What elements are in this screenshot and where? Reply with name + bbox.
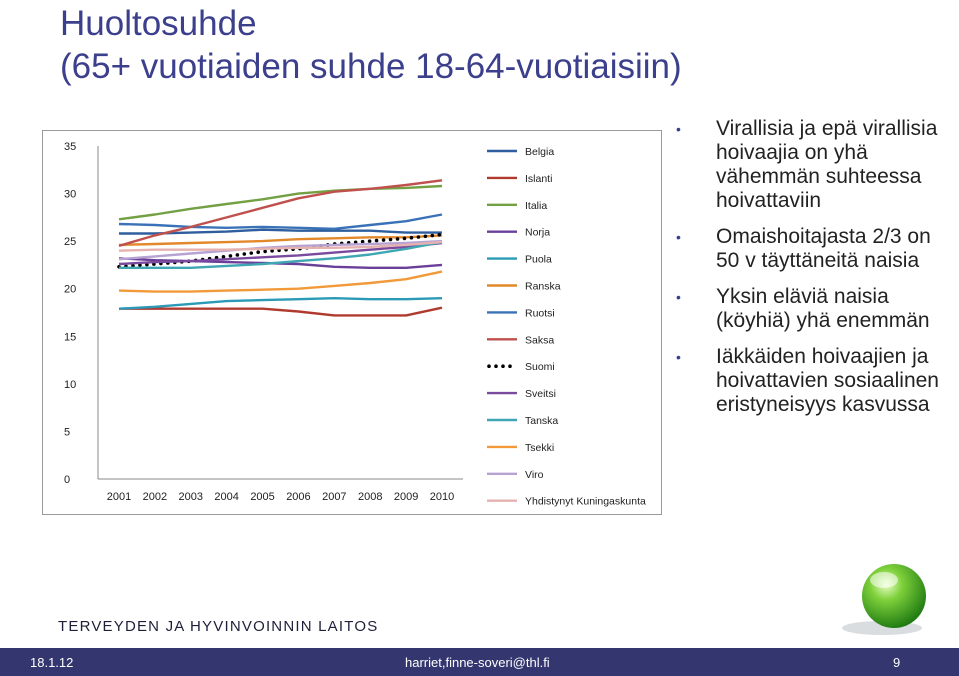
series-line-viro bbox=[118, 239, 443, 261]
series-line-ranska bbox=[118, 234, 443, 247]
chart-canvas: 0 5 10 15 20 25 30 35 2001 2002 2003 2004 2005 2006 20… bbox=[64, 141, 646, 508]
series-line-italia bbox=[118, 184, 443, 221]
y-tick-label: 35 bbox=[64, 141, 76, 153]
legend-label: Ranska bbox=[525, 281, 561, 293]
y-tick-label: 15 bbox=[64, 331, 76, 343]
legend-label: Italia bbox=[525, 200, 547, 212]
y-tick-label: 5 bbox=[64, 426, 70, 438]
series-line-islanti bbox=[119, 306, 443, 317]
footer-email: harriet,finne-soveri@thl.fi bbox=[405, 655, 550, 670]
footer-page-number: 9 bbox=[893, 655, 901, 670]
legend-label: Tanska bbox=[525, 415, 558, 427]
legend-label: Ruotsi bbox=[525, 307, 555, 319]
x-tick-label: 2002 bbox=[143, 491, 167, 503]
x-tick-label: 2008 bbox=[358, 491, 382, 503]
series-line-saksa bbox=[118, 179, 443, 248]
x-tick-label: 2001 bbox=[107, 491, 131, 503]
title-line-2: (65+ vuotiaiden suhde 18-64-vuotiaisiin) bbox=[60, 47, 682, 86]
series-line-belgia bbox=[119, 228, 442, 235]
legend-label: Norja bbox=[525, 227, 550, 239]
series-line-tsekki bbox=[118, 270, 443, 293]
green-globe-icon bbox=[842, 564, 926, 635]
legend-label: Suomi bbox=[525, 361, 555, 373]
line-chart: 0 5 10 15 20 25 30 35 2001 2002 2003 2004 2005 2006 20… bbox=[42, 130, 662, 515]
bullet-item: Virallisia ja epä virallisia hoivaajia o… bbox=[676, 117, 951, 213]
legend-label: Puola bbox=[525, 254, 552, 266]
y-tick-label: 10 bbox=[64, 379, 76, 391]
legend-label: Yhdistynyt Kuningaskunta bbox=[525, 496, 646, 508]
series-line-tanska bbox=[119, 240, 443, 270]
y-tick-label: 25 bbox=[64, 236, 76, 248]
legend-label: Belgia bbox=[525, 146, 554, 158]
x-tick-label: 2009 bbox=[394, 491, 418, 503]
slide-title: Huoltosuhde (65+ vuotiaiden suhde 18-64-… bbox=[60, 2, 682, 88]
series-line-suomi bbox=[117, 232, 444, 269]
legend-label: Tsekki bbox=[525, 442, 554, 454]
bullet-item: Omaishoitajasta 2/3 on 50 v täyttäneitä … bbox=[676, 225, 951, 273]
y-tick-label: 0 bbox=[64, 474, 70, 486]
legend-label: Islanti bbox=[525, 173, 552, 185]
series-line-ruotsi bbox=[118, 213, 443, 231]
bullet-list: Virallisia ja epä virallisia hoivaajia o… bbox=[676, 117, 951, 429]
x-tick-label: 2003 bbox=[179, 491, 203, 503]
title-line-1: Huoltosuhde bbox=[60, 4, 257, 43]
x-tick-label: 2007 bbox=[322, 491, 346, 503]
bullet-item: Iäkkäiden hoivaajien ja hoivattavien sos… bbox=[676, 345, 951, 417]
series-line-yhdistynyt-kuningaskunta bbox=[118, 240, 443, 252]
legend-label: Viro bbox=[525, 469, 544, 481]
legend-label: Sveitsi bbox=[525, 388, 556, 400]
footer-date: 18.1.12 bbox=[30, 655, 74, 670]
y-tick-label: 30 bbox=[64, 189, 76, 201]
series-line-puola bbox=[118, 296, 443, 310]
x-tick-label: 2006 bbox=[286, 491, 310, 503]
x-tick-label: 2005 bbox=[250, 491, 274, 503]
legend-label: Saksa bbox=[525, 334, 554, 346]
footer-bar: 18.1.12 harriet,finne-soveri@thl.fi 9 bbox=[0, 648, 959, 676]
x-tick-label: 2010 bbox=[430, 491, 454, 503]
x-tick-label: 2004 bbox=[214, 491, 238, 503]
organization-name: TERVEYDEN JA HYVINVOINNIN LAITOS bbox=[58, 618, 379, 635]
bullet-item: Yksin eläviä naisia (köyhiä) yhä enemmän bbox=[676, 285, 951, 333]
series-line-sveitsi bbox=[118, 241, 443, 266]
y-tick-label: 20 bbox=[64, 284, 76, 296]
